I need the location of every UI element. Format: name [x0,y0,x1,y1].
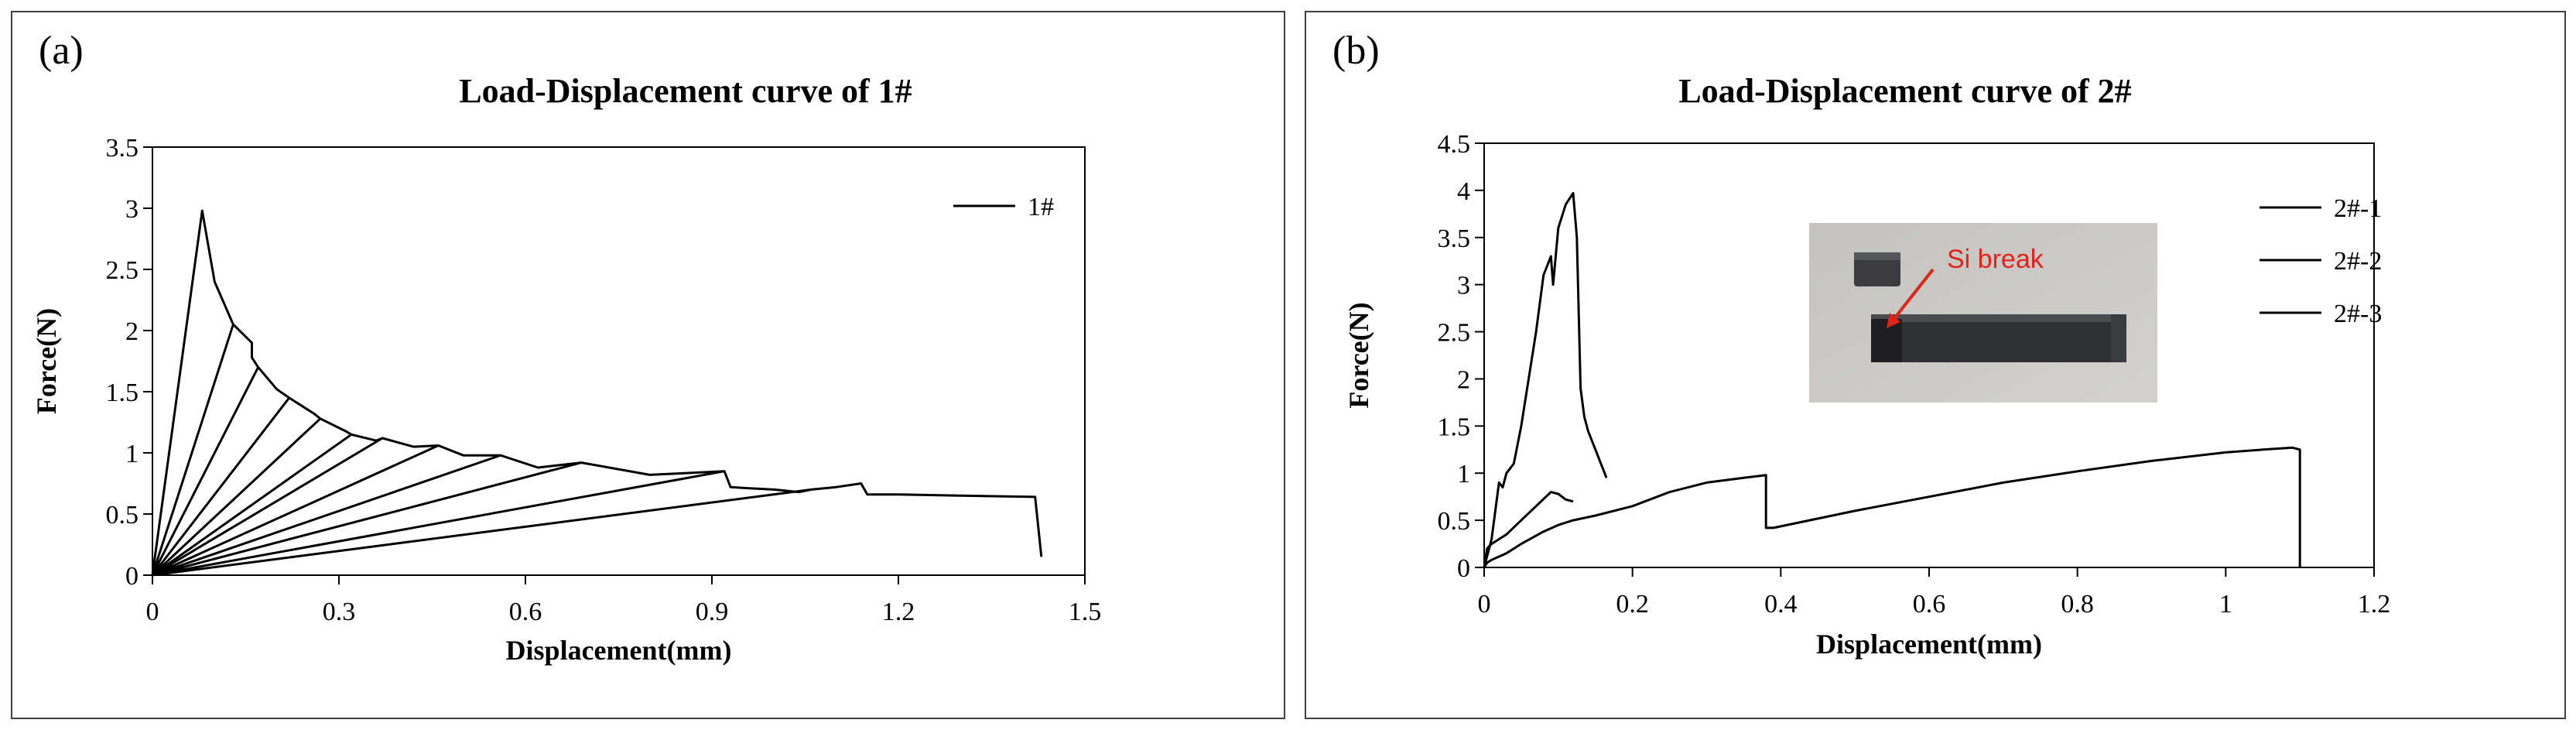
y-tick-label: 0 [1457,554,1470,583]
broken-piece-shape [1854,252,1900,286]
y-tick-label: 2.5 [1438,319,1471,348]
x-axis-label: Displacement(mm) [506,635,732,666]
y-tick-label: 1.5 [1438,413,1471,441]
x-tick-label: 0 [1478,590,1491,619]
x-tick-label: 0.9 [696,598,729,626]
panel-label-a: (a) [39,29,84,73]
y-tick-label: 3 [125,195,139,224]
y-tick-label: 0 [125,562,139,591]
y-tick-label: 3 [1457,272,1470,300]
y-tick-label: 0.5 [106,501,139,530]
sample-photo-drawing [1809,223,2157,403]
chart-title-b: Load-Displacement curve of 2# [1678,72,2132,110]
x-tick-label: 1.2 [2358,590,2391,619]
inset-annotation-label: Si break [1947,245,2044,274]
chart-panel-b: (b) Load-Displacement curve of 2# 0 0.2 0.… [1305,11,2566,719]
x-tick-label: 1 [2219,590,2232,619]
annotation-arrow [1891,268,1935,322]
y-tick-label: 2 [1457,365,1470,394]
x-tick-label: 1.2 [882,598,915,626]
legend-label: 2#-2 [2334,247,2382,276]
chart-plot-b: 0 0.2 0.4 0.6 0.8 1 1.2 0 0.5 1 1.5 2 2.5 3 3.5 4 4.5 Dis… [1343,130,2391,660]
series-line-1 [151,209,1043,577]
y-axis-label: Force(N) [1343,302,1374,408]
y-tick-label: 1 [125,440,139,468]
series-line-2 [1483,491,1574,568]
y-tick-label: 2.5 [106,256,139,285]
x-tick-label: 0.3 [323,598,356,626]
x-tick-label: 0.6 [1913,590,1946,619]
x-tick-label: 0.4 [1764,590,1798,619]
chart-panel-a: (a) Load-Displacement curve of 1# 0 0.3 0.… [11,11,1285,719]
y-tick-label: 4.5 [1438,130,1471,159]
legend-label: 2#-1 [2334,194,2382,223]
x-tick-label: 1.5 [1069,598,1102,626]
y-tick-label: 1.5 [106,379,139,407]
series-line-3 [1483,446,2301,568]
panel-label-b: (b) [1332,29,1380,73]
x-tick-label: 0.2 [1616,590,1649,619]
x-tick-label: 0.6 [509,598,542,626]
y-tick-label: 3.5 [1438,224,1471,253]
plot-frame [152,146,1086,576]
inset-photo: Si break [1809,223,2157,403]
chart-plot-a: 0 0.3 0.6 0.9 1.2 1.5 0 0.5 1 1.5 2 2.5 3 3.5 Displace… [31,134,1102,666]
x-tick-label: 0.8 [2061,590,2094,619]
y-tick-label: 4 [1457,177,1470,206]
sample-bar-shape [1871,314,2126,362]
legend-label: 2#-3 [2334,300,2382,328]
series-line-1 [1483,192,1608,568]
x-axis-label: Displacement(mm) [1816,629,2042,660]
y-axis-label: Force(N) [31,308,62,414]
y-tick-label: 1 [1457,460,1470,488]
legend-label: 1# [1028,193,1054,221]
y-tick-label: 0.5 [1438,507,1471,536]
chart-title-a: Load-Displacement curve of 1# [459,72,912,110]
y-tick-label: 3.5 [106,134,139,163]
x-tick-label: 0 [146,598,159,626]
y-tick-label: 2 [125,317,139,346]
